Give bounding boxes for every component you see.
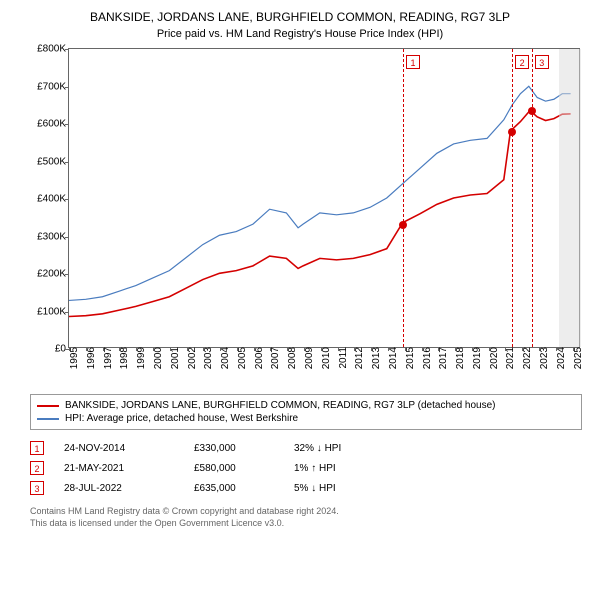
- x-axis-label: 2018: [451, 347, 466, 369]
- x-axis-label: 2022: [518, 347, 533, 369]
- x-axis-label: 2019: [468, 347, 483, 369]
- event-date: 21-MAY-2021: [64, 463, 174, 474]
- event-date: 28-JUL-2022: [64, 483, 174, 494]
- y-tick: [65, 162, 69, 163]
- x-axis-label: 2002: [183, 347, 198, 369]
- x-axis-label: 2016: [418, 347, 433, 369]
- event-marker-box: 3: [535, 55, 549, 69]
- x-axis-label: 2005: [233, 347, 248, 369]
- event-number-box: 3: [30, 481, 44, 495]
- event-dot: [528, 107, 536, 115]
- x-axis-label: 2023: [535, 347, 550, 369]
- y-tick: [65, 237, 69, 238]
- x-axis-label: 2025: [569, 347, 584, 369]
- event-dot: [508, 128, 516, 136]
- chart-area: £0£100K£200K£300K£400K£500K£600K£700K£80…: [20, 48, 580, 388]
- legend-swatch: [37, 418, 59, 420]
- x-axis-label: 2017: [434, 347, 449, 369]
- legend-item: HPI: Average price, detached house, West…: [37, 412, 575, 425]
- legend-label: BANKSIDE, JORDANS LANE, BURGHFIELD COMMO…: [65, 400, 496, 411]
- event-line: [512, 49, 513, 347]
- legend-swatch: [37, 405, 59, 407]
- event-dot: [399, 221, 407, 229]
- y-tick: [65, 87, 69, 88]
- x-axis-label: 1997: [99, 347, 114, 369]
- event-diff: 1% ↑ HPI: [294, 463, 374, 474]
- event-table-row: 2 21-MAY-2021 £580,000 1% ↑ HPI: [30, 458, 582, 478]
- y-tick: [65, 199, 69, 200]
- x-axis-label: 2001: [166, 347, 181, 369]
- event-number-box: 2: [30, 461, 44, 475]
- x-axis-label: 2000: [149, 347, 164, 369]
- event-line: [403, 49, 404, 347]
- event-marker-box: 1: [406, 55, 420, 69]
- event-marker-box: 2: [515, 55, 529, 69]
- x-axis-label: 2021: [501, 347, 516, 369]
- x-axis-label: 2013: [367, 347, 382, 369]
- event-table-row: 3 28-JUL-2022 £635,000 5% ↓ HPI: [30, 478, 582, 498]
- chart-title: BANKSIDE, JORDANS LANE, BURGHFIELD COMMO…: [10, 10, 590, 24]
- x-axis-label: 2020: [485, 347, 500, 369]
- line-layer: [69, 49, 579, 347]
- attribution: Contains HM Land Registry data © Crown c…: [30, 506, 582, 529]
- x-axis-label: 2011: [334, 347, 349, 369]
- event-table-row: 1 24-NOV-2014 £330,000 32% ↓ HPI: [30, 438, 582, 458]
- y-tick: [65, 49, 69, 50]
- event-price: £330,000: [194, 443, 274, 454]
- event-number-box: 1: [30, 441, 44, 455]
- event-diff: 32% ↓ HPI: [294, 443, 374, 454]
- y-tick: [65, 274, 69, 275]
- x-axis-label: 2015: [401, 347, 416, 369]
- x-axis-label: 2009: [300, 347, 315, 369]
- legend: BANKSIDE, JORDANS LANE, BURGHFIELD COMMO…: [30, 394, 582, 430]
- attribution-line: Contains HM Land Registry data © Crown c…: [30, 506, 582, 518]
- x-axis-label: 2006: [250, 347, 265, 369]
- chart-subtitle: Price paid vs. HM Land Registry's House …: [10, 28, 590, 40]
- event-date: 24-NOV-2014: [64, 443, 174, 454]
- x-axis-label: 2010: [317, 347, 332, 369]
- x-axis-label: 1998: [115, 347, 130, 369]
- forecast-shade: [559, 49, 581, 347]
- x-axis-label: 1995: [65, 347, 80, 369]
- event-line: [532, 49, 533, 347]
- x-axis-label: 2003: [199, 347, 214, 369]
- x-axis-label: 2007: [266, 347, 281, 369]
- event-diff: 5% ↓ HPI: [294, 483, 374, 494]
- y-tick: [65, 312, 69, 313]
- series-line-hpi: [69, 86, 571, 300]
- legend-item: BANKSIDE, JORDANS LANE, BURGHFIELD COMMO…: [37, 399, 575, 412]
- y-tick: [65, 124, 69, 125]
- event-table: 1 24-NOV-2014 £330,000 32% ↓ HPI 2 21-MAY-202…: [30, 438, 582, 498]
- x-axis-label: 2008: [283, 347, 298, 369]
- event-price: £580,000: [194, 463, 274, 474]
- attribution-line: This data is licensed under the Open Gov…: [30, 518, 582, 530]
- chart-container: BANKSIDE, JORDANS LANE, BURGHFIELD COMMO…: [10, 10, 590, 529]
- event-price: £635,000: [194, 483, 274, 494]
- x-axis-label: 1999: [132, 347, 147, 369]
- x-axis-label: 1996: [82, 347, 97, 369]
- legend-label: HPI: Average price, detached house, West…: [65, 413, 298, 424]
- x-axis-label: 2004: [216, 347, 231, 369]
- x-axis-label: 2014: [384, 347, 399, 369]
- x-axis-label: 2012: [350, 347, 365, 369]
- x-axis-label: 2024: [552, 347, 567, 369]
- plot-region: £0£100K£200K£300K£400K£500K£600K£700K£80…: [68, 48, 580, 348]
